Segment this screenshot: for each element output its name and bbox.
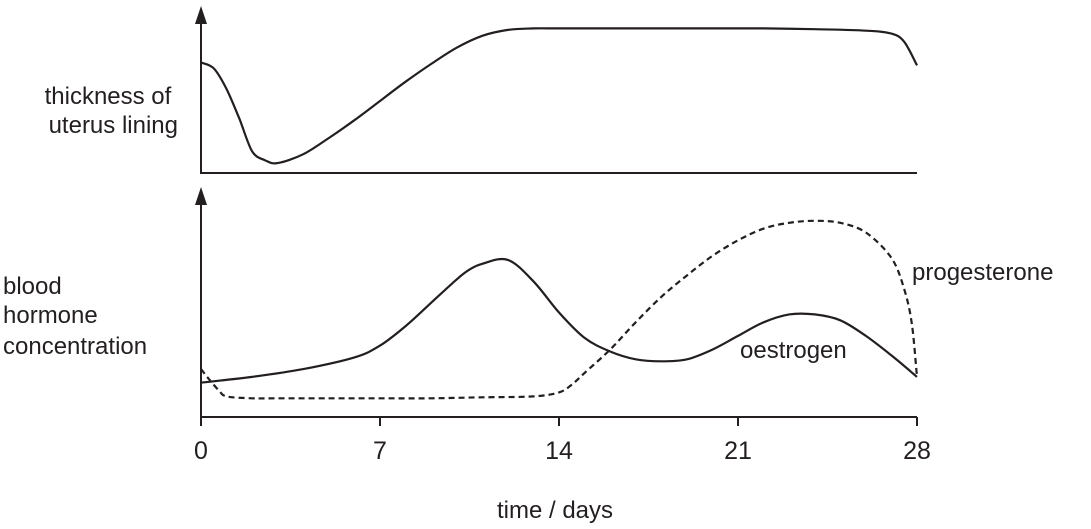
top-ylabel: thickness of uterus lining [45,83,178,139]
bottom-series-layer [200,219,919,400]
x-axis-title: time / days [497,497,613,524]
x-tick-label-7: 7 [373,437,387,465]
uterus-lining-chart: thickness of uterus lining [45,6,918,174]
bottom-ylabel-line-3: concentration [3,333,147,360]
top-series-0-line [200,27,918,165]
x-tick-label-21: 21 [724,437,752,465]
top-series-layer [200,27,918,165]
x-tick-label-14: 14 [545,437,573,465]
x-ticks-layer: 0 7 14 21 28 [194,417,931,465]
x-tick-label-0: 0 [194,437,208,465]
progesterone-line [200,219,919,400]
hormone-chart: blood hormone concentration 0 7 14 21 28 pro… [3,187,1053,524]
label-oestrogen: oestrogen [740,337,847,364]
bottom-ylabel: blood hormone concentration [3,273,147,360]
top-y-axis-arrow-icon [195,6,207,24]
x-tick-label-28: 28 [903,437,931,465]
bottom-ylabel-line-1: blood [3,273,62,300]
top-ylabel-line-2: uterus lining [49,112,178,139]
label-progesterone: progesterone [912,259,1053,286]
bottom-ylabel-line-2: hormone [3,302,98,329]
top-ylabel-line-1: thickness of [45,83,172,110]
bottom-y-axis-arrow-icon [195,187,207,205]
oestrogen-line [200,257,918,384]
